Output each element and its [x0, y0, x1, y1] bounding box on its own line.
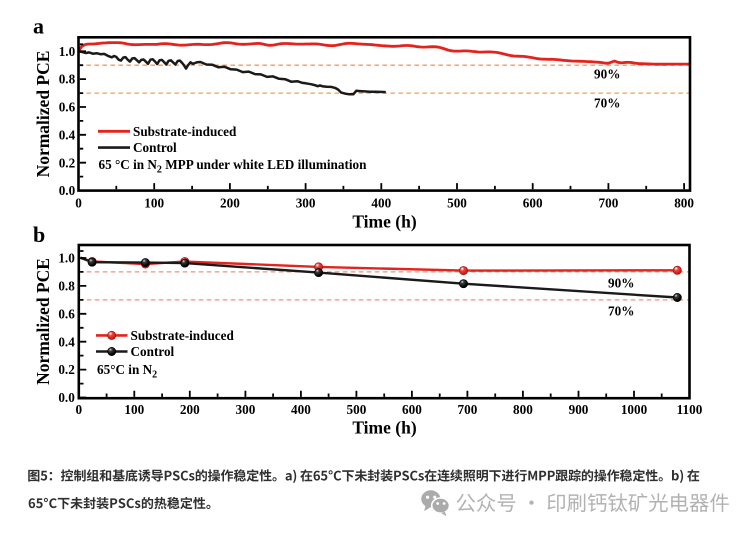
svg-text:0.0: 0.0	[58, 390, 75, 405]
svg-text:0.2: 0.2	[59, 155, 76, 170]
svg-text:a: a	[33, 14, 44, 39]
svg-text:0.0: 0.0	[59, 183, 76, 198]
svg-text:400: 400	[291, 402, 311, 417]
svg-text:1.0: 1.0	[58, 251, 75, 266]
svg-text:0.4: 0.4	[58, 334, 75, 349]
svg-text:300: 300	[296, 196, 316, 211]
svg-text:Time (h): Time (h)	[352, 211, 416, 231]
svg-text:100: 100	[144, 196, 164, 211]
svg-text:1100: 1100	[677, 402, 703, 417]
svg-text:500: 500	[347, 402, 367, 417]
svg-text:Substrate-induced: Substrate-induced	[133, 124, 237, 139]
svg-text:800: 800	[513, 402, 533, 417]
svg-text:Normalized PCE: Normalized PCE	[33, 51, 53, 178]
svg-text:Normalized PCE: Normalized PCE	[33, 258, 53, 385]
svg-text:70%: 70%	[594, 95, 620, 110]
svg-text:b: b	[33, 222, 45, 247]
svg-text:Control: Control	[131, 344, 175, 359]
svg-text:65°C in N2: 65°C in N2	[97, 362, 157, 380]
svg-text:90%: 90%	[608, 276, 634, 291]
svg-text:0.8: 0.8	[59, 72, 76, 87]
svg-text:100: 100	[124, 402, 144, 417]
svg-text:0.2: 0.2	[58, 362, 75, 377]
svg-text:200: 200	[180, 402, 200, 417]
svg-text:600: 600	[402, 402, 422, 417]
svg-text:700: 700	[458, 402, 478, 417]
svg-text:0: 0	[75, 196, 82, 211]
svg-text:800: 800	[674, 196, 694, 211]
svg-text:0: 0	[76, 402, 83, 417]
svg-text:900: 900	[569, 402, 589, 417]
svg-text:90%: 90%	[594, 67, 620, 82]
svg-text:Control: Control	[133, 140, 177, 155]
svg-text:400: 400	[371, 196, 391, 211]
svg-text:500: 500	[447, 196, 467, 211]
svg-text:200: 200	[220, 196, 240, 211]
svg-text:70%: 70%	[608, 303, 634, 318]
svg-text:Time (h): Time (h)	[352, 417, 416, 437]
svg-text:300: 300	[236, 402, 256, 417]
svg-text:65 °C in N2 MPP under white LE: 65 °C in N2 MPP under white LED illumina…	[99, 157, 368, 175]
svg-text:0.6: 0.6	[58, 306, 75, 321]
svg-text:0.4: 0.4	[59, 127, 76, 142]
svg-text:Substrate-induced: Substrate-induced	[131, 328, 235, 343]
svg-text:1000: 1000	[621, 402, 648, 417]
svg-text:700: 700	[599, 196, 619, 211]
svg-text:1.0: 1.0	[59, 44, 76, 59]
svg-text:0.8: 0.8	[58, 279, 75, 294]
svg-text:600: 600	[523, 196, 543, 211]
svg-text:0.6: 0.6	[59, 100, 76, 115]
